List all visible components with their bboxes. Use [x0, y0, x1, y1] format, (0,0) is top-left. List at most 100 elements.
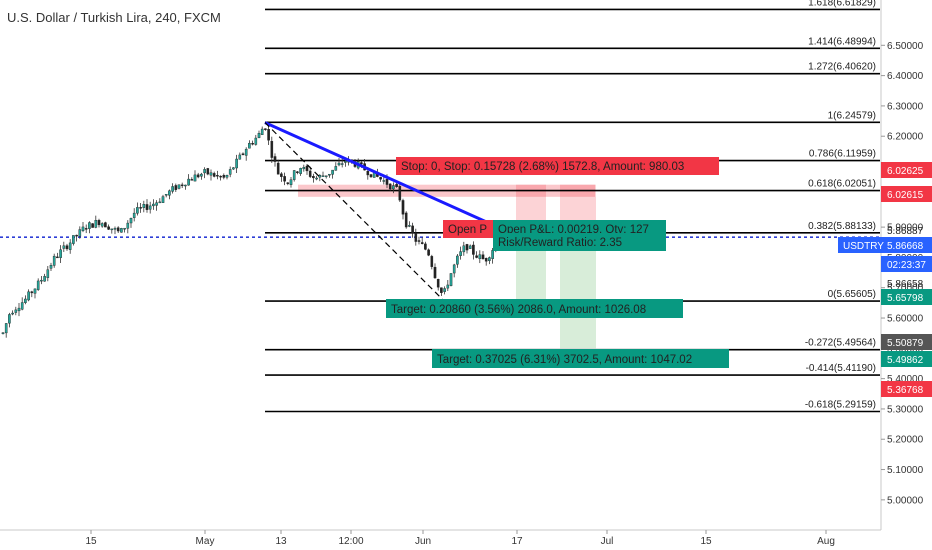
x-tick-label: 17: [511, 536, 523, 547]
candle: [478, 250, 482, 264]
candle: [104, 221, 107, 228]
candle: [116, 226, 120, 233]
candle: [59, 245, 62, 263]
price-tag: 5.65798: [881, 289, 932, 305]
target2-annotation-label: Target: 0.37025 (6.31%) 3702.5, Amount: …: [437, 354, 692, 366]
candle: [491, 248, 494, 264]
chart-title: U.S. Dollar / Turkish Lira, 240, FXCM: [7, 10, 221, 25]
candle: [257, 130, 261, 139]
candle: [84, 224, 88, 234]
fib-level-label: -0.272(5.49564): [805, 338, 876, 349]
candle: [465, 243, 469, 254]
candle: [225, 174, 229, 180]
candle: [449, 273, 453, 287]
price-tag: 5.86658: [887, 279, 924, 290]
candle: [395, 182, 398, 188]
candle: [232, 167, 235, 170]
candle: [456, 254, 459, 268]
y-tick-label: 5.00000: [887, 495, 924, 506]
candle: [337, 157, 341, 167]
candle: [142, 200, 146, 213]
trend-line[interactable]: [264, 121, 509, 234]
candle: [267, 124, 270, 146]
candle: [219, 175, 222, 181]
candle: [296, 170, 299, 175]
dashed-trend-line[interactable]: [264, 122, 444, 301]
candle: [72, 235, 75, 246]
candle: [254, 134, 258, 146]
price-tag-label: 5.50879: [887, 338, 924, 349]
candle: [78, 226, 82, 239]
x-tick-label: 13: [275, 536, 287, 547]
candle: [280, 172, 283, 182]
x-tick-label: 15: [85, 536, 97, 547]
candle: [145, 199, 149, 213]
candle: [203, 167, 206, 179]
candle: [443, 286, 446, 295]
candle: [318, 174, 322, 182]
candle: [40, 276, 43, 285]
candle: [100, 222, 104, 228]
candle: [91, 223, 94, 228]
candle: [33, 288, 37, 299]
position-zone: [560, 242, 596, 349]
price-tag-label: 6.02625: [887, 166, 924, 177]
candle: [459, 246, 462, 260]
candle: [244, 147, 248, 161]
risk-reward-annotation-box[interactable]: [493, 233, 666, 251]
candle: [158, 198, 162, 204]
candle: [331, 169, 334, 179]
candle: [36, 278, 40, 291]
candle: [132, 208, 136, 222]
stop-annotation-label: Stop: 0, Stop: 0.15728 (2.68%) 1572.8, A…: [401, 161, 684, 173]
candle: [433, 263, 437, 279]
candle: [302, 164, 306, 172]
candle: [484, 257, 488, 266]
candle: [334, 162, 338, 171]
candle: [315, 175, 318, 181]
target2-annotation-box[interactable]: [432, 349, 729, 368]
stop-annotation-box[interactable]: [396, 157, 719, 175]
candle: [120, 227, 123, 233]
candle: [398, 181, 402, 202]
candle: [369, 174, 373, 178]
candle: [488, 256, 491, 265]
candle: [286, 182, 290, 186]
candle: [68, 239, 72, 254]
candle: [97, 218, 101, 228]
countdown-label: 02:23:37: [887, 260, 926, 271]
candle: [56, 252, 59, 259]
fib-level-label: -0.618(5.29159): [805, 399, 876, 410]
candle: [123, 227, 126, 233]
price-tag-label: 6.02615: [887, 190, 924, 201]
fib-level-label: 1.618(6.61829): [808, 0, 876, 8]
price-tag: 6.02615: [881, 186, 932, 202]
price-tag-label: 5.86887: [887, 226, 924, 237]
x-tick-label: 12:00: [338, 536, 363, 547]
candle: [238, 152, 242, 160]
candle: [292, 169, 296, 182]
fib-level-label: 1.272(6.40620): [808, 62, 876, 73]
open-pnl-short-annotation-label: Open P: [448, 224, 487, 236]
candle: [24, 295, 27, 305]
symbol-tag: [838, 237, 881, 253]
fib-level-label: 0.382(5.88133): [808, 221, 876, 232]
open-pnl-short-annotation-box[interactable]: [443, 220, 493, 238]
y-tick-label: 6.30000: [887, 101, 924, 112]
candle: [174, 183, 178, 192]
candle: [155, 200, 158, 211]
y-tick-label: 6.50000: [887, 41, 924, 52]
candle: [17, 302, 21, 317]
fib-level-label: -0.414(5.41190): [806, 363, 876, 374]
candle: [424, 241, 427, 251]
countdown-tag: [881, 256, 932, 272]
candle: [276, 159, 280, 175]
candle: [248, 140, 251, 149]
x-tick-label: Aug: [817, 536, 835, 547]
candle: [180, 182, 184, 189]
target1-annotation-box[interactable]: [386, 299, 683, 318]
candle: [30, 290, 34, 298]
candle: [382, 176, 386, 185]
candle: [187, 174, 190, 186]
